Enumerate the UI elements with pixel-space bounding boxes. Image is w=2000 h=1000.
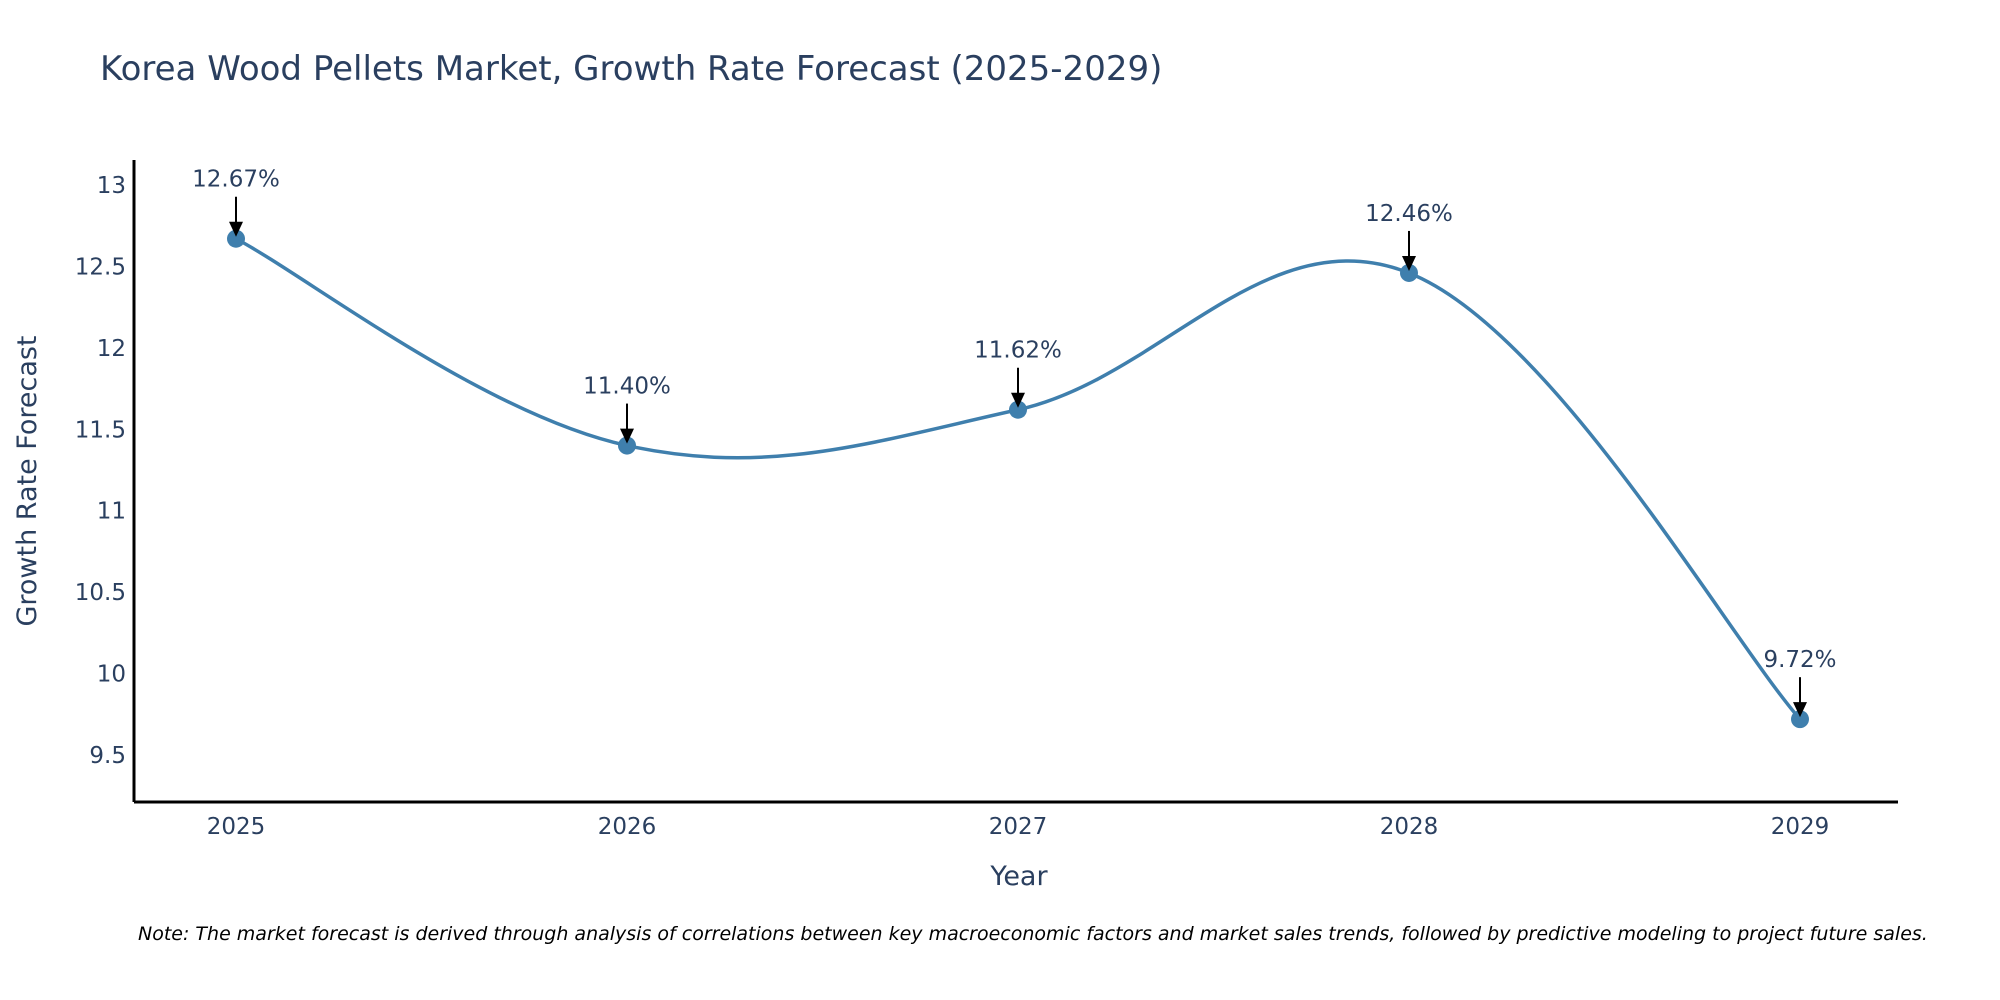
series-line <box>235 237 1802 721</box>
x-tick-label: 2025 <box>207 814 266 840</box>
annotation-arrow-head <box>620 428 634 444</box>
data-point <box>227 229 245 248</box>
data-label: 12.46% <box>1365 201 1453 227</box>
x-tick-label: 2028 <box>1380 814 1439 840</box>
data-label: 11.62% <box>974 338 1062 364</box>
data-label: 9.72% <box>1763 647 1836 673</box>
x-tick-label: 2027 <box>989 814 1048 840</box>
data-label: 11.40% <box>583 374 671 400</box>
y-tick-label: 12 <box>97 336 126 362</box>
data-annotations: 12.67% 11.40% 11.62% 12.46% 9.72% <box>192 167 1837 718</box>
annotation-arrow-head <box>1402 255 1416 271</box>
x-axis-ticks: 2025 2026 2027 2028 2029 <box>207 814 1830 840</box>
annotation-arrow-head <box>1011 392 1025 408</box>
y-tick-label: 10.5 <box>75 580 126 606</box>
y-tick-label: 11 <box>97 499 126 525</box>
x-axis-title: Year <box>989 861 1048 892</box>
y-tick-label: 12.5 <box>75 254 126 280</box>
data-point <box>1009 400 1027 419</box>
annotation-arrow-head <box>229 221 243 237</box>
annotation-arrow-head <box>1793 702 1807 718</box>
data-point <box>1400 263 1418 282</box>
y-axis-ticks: 9.5 10 10.5 11 11.5 12 12.5 13 <box>75 173 126 769</box>
x-tick-label: 2026 <box>598 814 657 840</box>
y-tick-label: 11.5 <box>75 417 126 443</box>
data-point <box>1791 710 1809 729</box>
data-point <box>618 436 636 455</box>
data-markers <box>227 229 1809 729</box>
x-tick-label: 2029 <box>1771 814 1830 840</box>
y-tick-label: 9.5 <box>89 743 126 769</box>
data-label: 12.67% <box>192 167 280 193</box>
y-tick-label: 13 <box>97 173 126 199</box>
y-axis-title: Growth Rate Forecast <box>12 335 43 626</box>
chart-title: Korea Wood Pellets Market, Growth Rate F… <box>100 49 1162 89</box>
y-tick-label: 10 <box>97 662 126 688</box>
footnote: Note: The market forecast is derived thr… <box>138 923 1928 945</box>
